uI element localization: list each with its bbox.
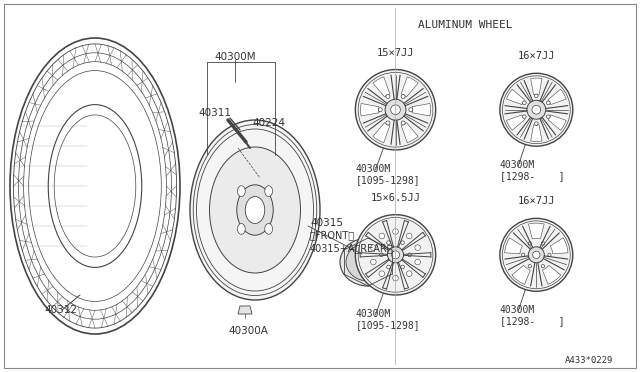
Circle shape [379,233,385,239]
Text: 40311: 40311 [198,108,231,118]
Ellipse shape [48,105,141,267]
Circle shape [390,105,401,115]
Circle shape [378,108,382,112]
Ellipse shape [237,185,273,235]
Polygon shape [373,77,390,97]
Ellipse shape [340,238,396,286]
Circle shape [522,115,526,119]
Text: 40315: 40315 [310,218,343,228]
Ellipse shape [363,258,373,266]
Text: 40224: 40224 [252,118,285,128]
Polygon shape [550,238,568,254]
Circle shape [401,121,405,125]
Circle shape [371,259,376,265]
Ellipse shape [346,243,390,281]
Circle shape [371,245,376,250]
Text: [1298-    ]: [1298- ] [500,316,564,326]
Polygon shape [531,78,542,95]
Circle shape [548,253,551,256]
Ellipse shape [209,147,301,273]
Circle shape [528,264,531,268]
Ellipse shape [245,196,265,224]
Circle shape [393,275,398,281]
Circle shape [532,105,541,114]
Circle shape [408,253,412,257]
Circle shape [528,247,545,263]
Text: [1095-1298]: [1095-1298] [355,320,420,330]
Text: ALUMINUM WHEEL: ALUMINUM WHEEL [418,20,513,30]
Polygon shape [401,123,418,142]
Circle shape [401,265,404,269]
Polygon shape [506,115,525,130]
Polygon shape [531,125,542,141]
Circle shape [541,242,545,245]
Circle shape [387,247,404,263]
Ellipse shape [357,253,379,271]
Polygon shape [512,265,531,284]
Polygon shape [401,77,418,97]
Polygon shape [542,265,561,284]
Polygon shape [373,123,390,142]
Circle shape [406,233,412,239]
Text: 15×6.5JJ: 15×6.5JJ [371,193,420,203]
Circle shape [355,70,436,150]
Text: 16×7JJ: 16×7JJ [518,196,555,206]
Ellipse shape [190,120,320,300]
Circle shape [500,73,573,146]
Polygon shape [505,238,522,254]
Circle shape [393,229,398,234]
Circle shape [541,264,545,268]
Circle shape [386,94,390,99]
Circle shape [534,122,538,125]
Ellipse shape [237,186,245,196]
Circle shape [385,99,406,120]
Text: 40315+A〈REAR〉: 40315+A〈REAR〉 [310,243,394,253]
Text: 40300M: 40300M [500,305,535,315]
Circle shape [401,241,404,244]
Text: A433*0229: A433*0229 [565,356,613,365]
Text: 40300M: 40300M [355,164,390,174]
Circle shape [522,253,525,256]
Polygon shape [360,103,379,116]
Circle shape [355,215,436,295]
Text: 40300M: 40300M [355,309,390,319]
Circle shape [547,115,550,119]
Text: 16×7JJ: 16×7JJ [518,51,555,61]
Circle shape [387,265,390,269]
Ellipse shape [265,224,273,234]
Circle shape [379,271,385,276]
Ellipse shape [265,186,273,196]
Circle shape [401,94,405,99]
Text: [1095-1298]: [1095-1298] [355,175,420,185]
Polygon shape [412,103,431,116]
Circle shape [500,218,573,291]
Circle shape [387,241,390,244]
Circle shape [547,101,550,105]
Circle shape [527,100,546,119]
Text: 15×7JJ: 15×7JJ [377,48,414,58]
Polygon shape [506,89,525,105]
Polygon shape [548,89,566,105]
Circle shape [522,101,526,105]
Text: 40300M: 40300M [500,160,535,170]
Text: 〈FRONT〉: 〈FRONT〉 [310,230,355,240]
Circle shape [415,259,420,265]
Circle shape [534,94,538,98]
Polygon shape [548,115,566,130]
Ellipse shape [237,224,245,234]
Text: 40312: 40312 [44,305,77,315]
Polygon shape [238,306,252,314]
Circle shape [415,245,420,250]
Circle shape [528,242,531,245]
Polygon shape [529,223,544,239]
Circle shape [532,251,540,259]
Circle shape [392,251,399,259]
Text: 40300A: 40300A [228,326,268,336]
Text: [1298-    ]: [1298- ] [500,171,564,181]
Circle shape [406,271,412,276]
Text: 40300M: 40300M [214,52,256,62]
Circle shape [380,253,383,257]
Circle shape [409,108,413,112]
Circle shape [386,121,390,125]
